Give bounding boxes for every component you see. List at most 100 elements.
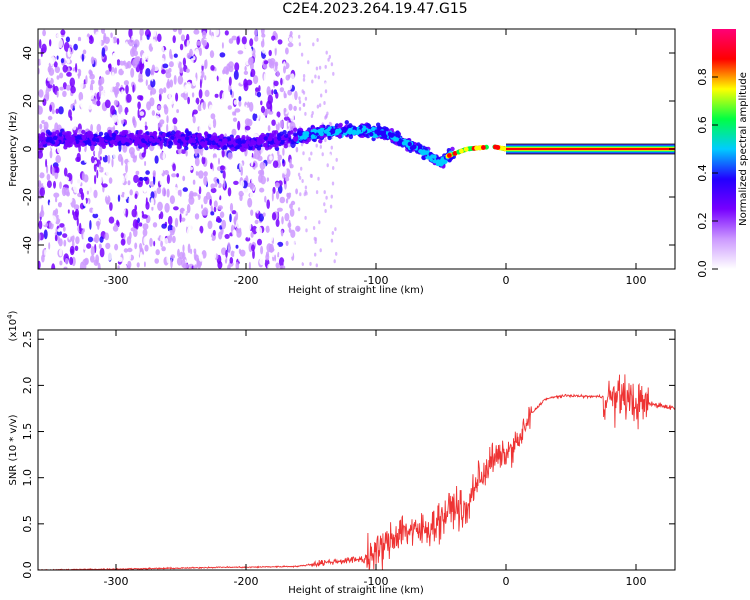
spectrogram-cell <box>83 231 89 241</box>
spectrogram-cell <box>99 205 105 213</box>
spectrogram-cell <box>71 136 76 141</box>
spectrogram-cell <box>213 206 217 213</box>
spectrogram-cell <box>268 49 272 57</box>
spectrogram-cell <box>235 139 240 144</box>
spectrogram-cell <box>78 91 84 102</box>
spectrogram-cell <box>282 167 287 176</box>
spectrogram-cell <box>310 134 316 139</box>
spectrogram-cell <box>394 137 399 142</box>
spectrogram-cell <box>160 45 165 54</box>
spectrogram-cell <box>183 84 188 94</box>
spectrogram-cell <box>314 74 317 79</box>
spectrogram-cell <box>141 214 148 219</box>
spectrogram-cell <box>95 254 99 264</box>
spectrogram-cell <box>83 219 87 228</box>
spectrogram-cell <box>66 222 70 231</box>
spectrogram-cell <box>181 222 187 231</box>
spectrogram-cell <box>60 29 66 36</box>
spectrogram-cell <box>151 39 157 49</box>
spectrogram-cell <box>148 31 151 38</box>
spectrogram-cell <box>329 102 333 107</box>
spectrogram-cell <box>284 34 290 39</box>
spectrogram-cell <box>143 125 146 133</box>
spectrogram-cell <box>294 90 298 101</box>
spectrogram-cell <box>63 205 67 213</box>
spectrogram-cell <box>45 129 51 134</box>
spectrogram-cell <box>280 77 283 86</box>
spectrogram-cell <box>107 250 113 261</box>
spectrogram-cell <box>218 106 223 114</box>
spectrogram-cell <box>139 261 144 269</box>
spectrogram-cell <box>44 196 47 203</box>
spectrogram-cell <box>271 89 274 96</box>
spectrogram-cell <box>232 117 238 122</box>
spectrogram-cell <box>146 260 149 269</box>
spectrogram-cell <box>53 61 58 68</box>
spectrogram-cell <box>271 106 278 111</box>
spectrogram-cell <box>309 261 312 266</box>
spectrogram-cell <box>250 231 254 238</box>
spectrogram-cell <box>319 144 322 149</box>
spectrogram-cell <box>302 77 306 82</box>
spectrogram-cell <box>226 46 231 54</box>
spectrogram-cell <box>283 77 286 86</box>
spectrogram-cell <box>459 148 464 154</box>
spectrogram-cell <box>128 29 133 38</box>
spectrogram-cell <box>141 54 145 64</box>
spectrogram-cell <box>261 92 267 98</box>
spectrogram-cell <box>290 192 294 200</box>
spectrogram-cell <box>39 172 45 179</box>
spectrogram-cell <box>208 121 214 128</box>
spectrogram-cell <box>219 134 224 139</box>
spectrogram-cell <box>117 256 123 263</box>
spectrogram-cell <box>233 47 236 54</box>
spectrogram-cell <box>236 36 240 45</box>
spectrogram-cell <box>57 38 64 49</box>
spectrogram-cell <box>126 252 132 261</box>
spectrogram-cell <box>105 134 111 140</box>
spectrogram-cell <box>238 100 242 107</box>
spectrogram-cell <box>137 95 143 100</box>
spectrogram-cell <box>80 192 85 201</box>
spectrogram-cell <box>210 187 217 194</box>
spectrogram-cell <box>164 202 170 213</box>
snr-y-tick-label: 1.5 <box>21 423 34 441</box>
spectrogram-cell <box>190 58 194 65</box>
spectrogram-cell <box>249 48 253 56</box>
spectrogram-cell <box>133 174 139 184</box>
spectrogram-cell <box>129 134 134 139</box>
spectrogram-cell <box>210 65 215 71</box>
spectrogram-cell <box>347 130 353 135</box>
spectrogram-cell <box>157 33 162 42</box>
spectrogram-cell <box>93 237 98 242</box>
spectrogram-cell <box>119 131 124 136</box>
snr-x-tick-label: -100 <box>364 575 389 588</box>
spectrogram-cell <box>245 156 248 166</box>
spectrogram-cell <box>73 43 78 51</box>
spectrogram-cell <box>206 236 213 241</box>
spectrogram-cell <box>260 29 265 35</box>
spectrogram-cell <box>153 240 156 247</box>
spectrogram-cell <box>54 208 59 216</box>
spectrogram-cell <box>164 105 169 115</box>
spectrogram-cell <box>199 79 202 89</box>
spectrogram-cell <box>60 150 65 157</box>
spectrogram-cell <box>255 247 258 255</box>
spectrogram-cell <box>230 147 235 152</box>
spectrogram-cell <box>290 139 295 145</box>
spectrogram-cell <box>197 219 202 226</box>
spectrogram-cell <box>145 49 151 59</box>
spectrogram-cell <box>258 227 263 236</box>
spectrogram-cell <box>169 195 175 205</box>
spectrogram-cell <box>351 130 356 135</box>
spectrogram-cell <box>267 125 271 132</box>
spectrogram-cell <box>65 140 70 146</box>
spectrogram-cell <box>248 220 252 231</box>
spectrogram-cell <box>78 141 84 146</box>
spectrogram-cell <box>412 144 417 150</box>
spectrogram-cell <box>257 238 262 246</box>
spectrogram-cell <box>204 89 210 97</box>
spectrogram-cell <box>136 246 140 256</box>
spectrogram-cell <box>112 225 119 232</box>
spectrogram-cell <box>203 175 208 186</box>
